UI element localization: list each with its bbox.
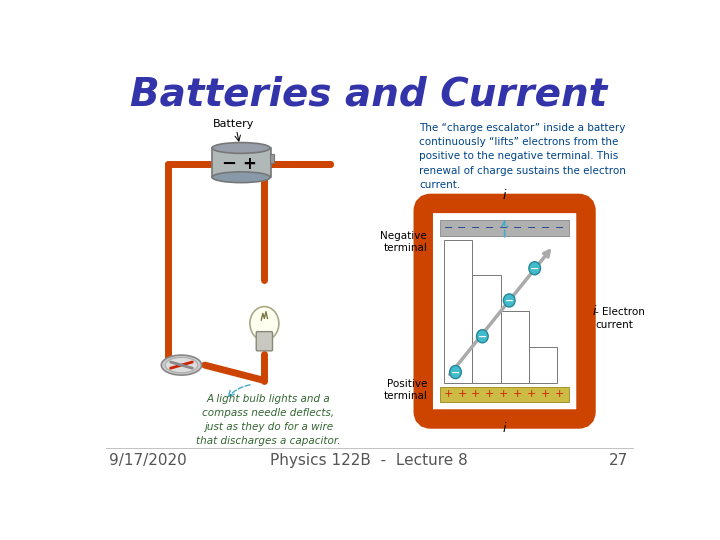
Text: Battery: Battery <box>212 119 254 129</box>
Bar <box>529 347 557 383</box>
Ellipse shape <box>212 143 270 153</box>
Text: +: + <box>541 389 550 400</box>
Text: −: − <box>472 223 481 233</box>
Ellipse shape <box>161 355 202 375</box>
Bar <box>212 148 271 177</box>
Text: 9/17/2020: 9/17/2020 <box>109 453 187 468</box>
Ellipse shape <box>529 262 541 275</box>
Bar <box>472 275 500 383</box>
Text: −: − <box>451 368 460 378</box>
Text: −: − <box>485 223 495 233</box>
Text: +: + <box>472 389 481 400</box>
Bar <box>270 154 274 164</box>
Text: −: − <box>505 296 514 306</box>
Text: The “charge escalator” inside a battery
continuously “lifts” electrons from the
: The “charge escalator” inside a battery … <box>419 123 626 190</box>
Ellipse shape <box>477 330 488 343</box>
Bar <box>441 387 569 402</box>
Ellipse shape <box>250 307 279 340</box>
Text: −: − <box>221 155 236 173</box>
Text: - Electron
current: - Electron current <box>595 307 645 330</box>
Text: −: − <box>541 223 550 233</box>
Ellipse shape <box>450 366 462 379</box>
Text: Batteries and Current: Batteries and Current <box>130 75 608 113</box>
Text: 27: 27 <box>609 453 629 468</box>
Text: i: i <box>503 189 506 202</box>
Bar <box>444 240 472 383</box>
Text: +: + <box>242 155 256 173</box>
Text: −: − <box>457 223 467 233</box>
Text: −: − <box>530 264 539 274</box>
Text: +: + <box>499 389 508 400</box>
Text: Physics 122B  -  Lecture 8: Physics 122B - Lecture 8 <box>270 453 468 468</box>
Text: A light bulb lights and a
compass needle deflects,
just as they do for a wire
th: A light bulb lights and a compass needle… <box>196 394 341 447</box>
Text: Positive
terminal: Positive terminal <box>383 379 427 401</box>
Text: −: − <box>444 223 453 233</box>
Text: +: + <box>485 389 495 400</box>
Text: +: + <box>444 389 453 400</box>
Text: −: − <box>555 223 564 233</box>
FancyBboxPatch shape <box>423 204 586 419</box>
Text: +: + <box>513 389 523 400</box>
Bar <box>441 220 569 236</box>
Text: i: i <box>593 305 595 318</box>
Bar <box>500 311 529 383</box>
Text: +: + <box>527 389 536 400</box>
Text: −: − <box>499 223 508 233</box>
Text: +: + <box>555 389 564 400</box>
Text: −: − <box>513 223 523 233</box>
Text: −: − <box>477 332 487 342</box>
Ellipse shape <box>165 357 198 373</box>
FancyBboxPatch shape <box>256 332 272 351</box>
Text: i: i <box>503 422 506 435</box>
Text: Negative
terminal: Negative terminal <box>380 231 427 253</box>
Ellipse shape <box>212 172 270 183</box>
Ellipse shape <box>503 294 515 307</box>
Text: −: − <box>527 223 536 233</box>
Text: +: + <box>457 389 467 400</box>
